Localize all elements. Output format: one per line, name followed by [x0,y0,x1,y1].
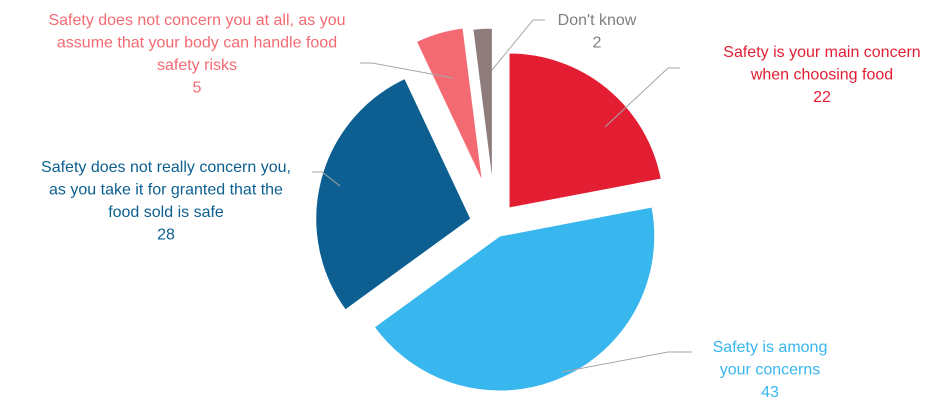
slice-label-line: assume that your body can handle food [57,35,337,52]
slice-label-line: as you take it for granted that the [49,182,283,199]
pie-slice-5 [472,27,493,184]
slice-label-line: safety risks [157,57,237,74]
leader-line-1 [604,67,680,128]
slice-value: 43 [761,384,779,401]
slice-value: 5 [193,80,202,97]
pie-slice-1 [508,52,662,209]
pie-slice-4 [415,27,483,182]
leader-line-5 [491,19,545,71]
slice-label-line: Safety is your main concern [723,44,920,61]
slice-label-line: Safety does not concern you at all, as y… [48,12,345,29]
slice-label-line: Safety is among [713,339,828,356]
pie-slice-2 [373,206,656,392]
slice-label-line: when choosing food [750,67,893,84]
slice-value: 22 [813,89,831,106]
slice-label-2: Safety is among your concerns 43 [713,339,828,401]
slice-value: 28 [157,227,175,244]
slice-value: 2 [593,35,602,52]
slice-label-3: Safety does not really concern you, as yo… [41,159,291,244]
slice-label-5: Don't know 2 [558,12,637,52]
slice-label-4: Safety does not concern you at all, as y… [48,12,345,97]
leader-line-2 [561,351,692,373]
slice-label-line: food sold is safe [108,204,224,221]
pie-slice-3 [315,77,472,311]
leader-line-4 [360,62,454,79]
slice-label-line: your concerns [720,362,821,379]
slice-label-line: Don't know [558,12,637,29]
slice-label-line: Safety does not really concern you, [41,159,291,176]
slice-label-1: Safety is your main concern when choosing… [723,44,920,106]
leader-line-3 [312,171,341,187]
